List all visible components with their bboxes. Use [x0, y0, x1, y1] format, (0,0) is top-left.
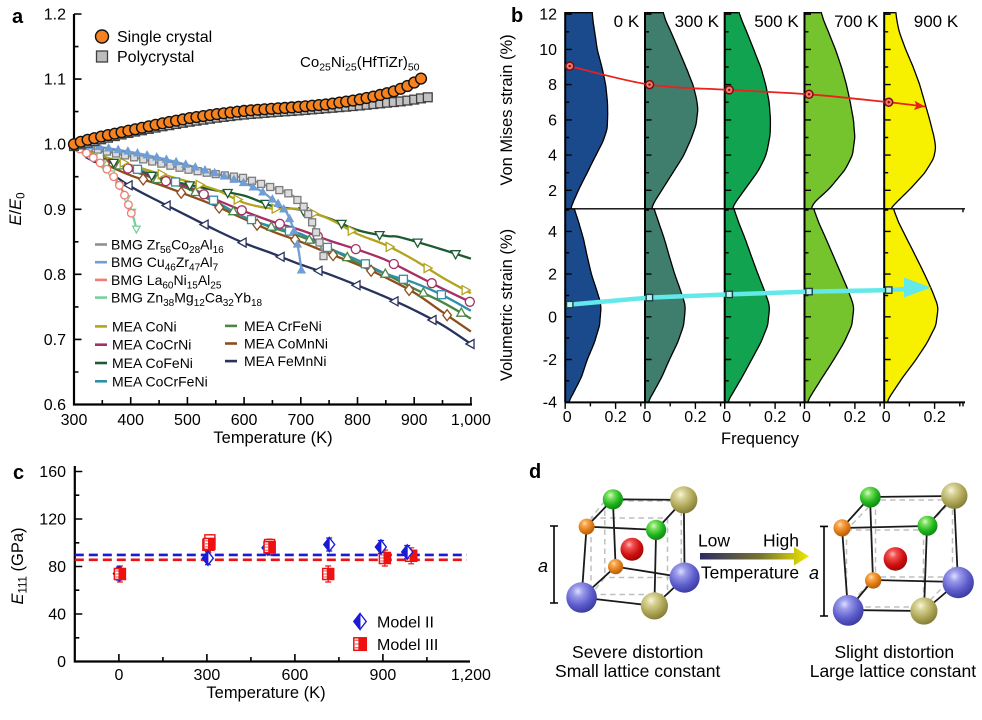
svg-text:900: 900 — [370, 667, 397, 684]
svg-text:2: 2 — [548, 183, 557, 200]
svg-text:Severe distortion: Severe distortion — [572, 642, 703, 662]
svg-text:Temperature (K): Temperature (K) — [206, 684, 325, 702]
svg-text:300: 300 — [61, 412, 88, 429]
svg-text:Small lattice constant: Small lattice constant — [555, 661, 720, 681]
svg-text:400: 400 — [117, 412, 144, 429]
svg-text:600: 600 — [231, 412, 258, 429]
svg-text:0.9: 0.9 — [44, 202, 66, 219]
svg-text:1.0: 1.0 — [44, 137, 66, 154]
svg-text:0: 0 — [57, 654, 66, 671]
svg-text:1.2: 1.2 — [44, 7, 66, 24]
svg-text:1,000: 1,000 — [451, 412, 491, 429]
svg-text:a: a — [538, 556, 548, 576]
svg-text:High: High — [763, 531, 799, 551]
svg-text:Volumetric strain (%): Volumetric strain (%) — [498, 229, 516, 381]
svg-text:Large lattice constant: Large lattice constant — [810, 661, 976, 681]
svg-text:4: 4 — [548, 148, 557, 165]
svg-text:0.8: 0.8 — [44, 267, 66, 284]
svg-text:900: 900 — [401, 412, 428, 429]
svg-text:0.7: 0.7 — [44, 332, 66, 349]
svg-text:40: 40 — [48, 607, 66, 624]
svg-text:4: 4 — [548, 224, 557, 241]
svg-text:b: b — [511, 5, 523, 27]
svg-text:0: 0 — [114, 667, 123, 684]
svg-text:2: 2 — [548, 267, 557, 284]
svg-text:E/E0: E/E0 — [7, 192, 28, 225]
svg-text:-4: -4 — [543, 395, 557, 412]
svg-text:600: 600 — [282, 667, 309, 684]
svg-text:a: a — [809, 563, 819, 583]
svg-text:MEA CoFeNi: MEA CoFeNi — [112, 355, 193, 371]
svg-text:E111 (GPa): E111 (GPa) — [9, 527, 30, 604]
svg-text:Slight distortion: Slight distortion — [834, 642, 954, 662]
svg-text:120: 120 — [39, 512, 66, 529]
svg-text:10: 10 — [539, 42, 557, 59]
svg-text:12: 12 — [539, 7, 557, 24]
svg-text:MEA CrFeNi: MEA CrFeNi — [244, 318, 322, 334]
svg-text:Single crystal: Single crystal — [117, 29, 212, 46]
svg-text:Polycrystal: Polycrystal — [117, 49, 194, 66]
svg-text:MEA CoCrFeNi: MEA CoCrFeNi — [112, 373, 208, 389]
svg-text:BMG Zn38Mg12Ca32Yb18: BMG Zn38Mg12Ca32Yb18 — [111, 290, 263, 310]
svg-text:Von Mises strain (%): Von Mises strain (%) — [498, 34, 516, 185]
svg-text:MEA FeMnNi: MEA FeMnNi — [244, 353, 326, 369]
svg-text:Temperature: Temperature — [701, 563, 799, 583]
svg-text:Low: Low — [698, 531, 730, 551]
svg-text:0: 0 — [882, 409, 891, 426]
svg-text:0: 0 — [722, 409, 731, 426]
svg-text:0.2: 0.2 — [764, 409, 786, 426]
svg-text:300: 300 — [194, 667, 221, 684]
svg-text:1,200: 1,200 — [451, 667, 491, 684]
svg-text:0.2: 0.2 — [684, 409, 706, 426]
svg-text:BMG La60Ni15Al25: BMG La60Ni15Al25 — [111, 272, 222, 292]
svg-text:800: 800 — [344, 412, 371, 429]
svg-text:900 K: 900 K — [914, 12, 959, 31]
svg-text:700: 700 — [287, 412, 314, 429]
svg-text:500: 500 — [174, 412, 201, 429]
svg-text:Co25Ni25(HfTiZr)50: Co25Ni25(HfTiZr)50 — [300, 54, 420, 74]
svg-text:MEA CoMnNi: MEA CoMnNi — [244, 336, 328, 352]
svg-text:1.1: 1.1 — [44, 72, 66, 89]
svg-text:0.2: 0.2 — [923, 409, 945, 426]
svg-text:0 K: 0 K — [614, 12, 640, 31]
svg-text:BMG Cu46Zr47Al7: BMG Cu46Zr47Al7 — [111, 254, 219, 274]
svg-text:0.2: 0.2 — [604, 409, 626, 426]
svg-text:MEA CoCrNi: MEA CoCrNi — [112, 337, 191, 353]
svg-text:Model II: Model II — [377, 615, 434, 632]
svg-text:a: a — [12, 6, 24, 28]
svg-text:0: 0 — [563, 409, 572, 426]
svg-text:0: 0 — [643, 409, 652, 426]
svg-text:80: 80 — [48, 559, 66, 576]
svg-text:d: d — [529, 461, 541, 483]
svg-text:Model III: Model III — [377, 637, 438, 654]
svg-text:0: 0 — [802, 409, 811, 426]
svg-text:MEA CoNi: MEA CoNi — [112, 318, 177, 334]
svg-text:c: c — [13, 462, 24, 484]
svg-text:Frequency: Frequency — [721, 430, 800, 448]
svg-text:8: 8 — [548, 77, 557, 94]
svg-text:700 K: 700 K — [834, 12, 879, 31]
svg-text:300 K: 300 K — [675, 12, 720, 31]
svg-text:0.2: 0.2 — [844, 409, 866, 426]
svg-text:Temperature (K): Temperature (K) — [213, 429, 332, 447]
svg-text:160: 160 — [39, 464, 66, 481]
svg-text:0: 0 — [548, 309, 557, 326]
svg-text:500 K: 500 K — [754, 12, 799, 31]
svg-text:-2: -2 — [543, 352, 557, 369]
svg-text:BMG Zr56Co28Al16: BMG Zr56Co28Al16 — [111, 237, 224, 257]
svg-text:6: 6 — [548, 112, 557, 129]
svg-text:0.6: 0.6 — [44, 397, 66, 414]
